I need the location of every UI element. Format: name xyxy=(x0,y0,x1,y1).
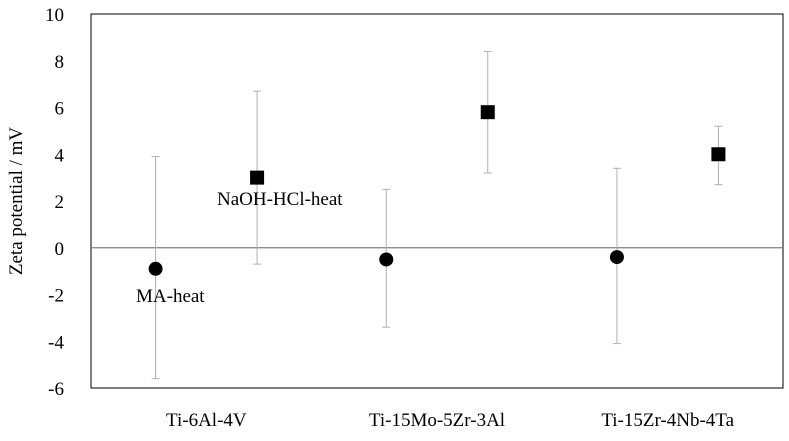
data-point-circle xyxy=(148,261,163,276)
y-tick-label: 4 xyxy=(55,145,65,166)
y-axis-label: Zeta potential / mV xyxy=(6,127,27,276)
y-tick-label: 8 xyxy=(55,52,65,73)
y-tick-label: -6 xyxy=(48,379,64,400)
data-point-circle xyxy=(609,250,624,265)
y-tick-label: 10 xyxy=(45,5,64,26)
annotation-ma-heat: MA-heat xyxy=(136,286,205,307)
plot-frame xyxy=(90,13,784,389)
error-bars xyxy=(151,50,723,380)
data-point-square xyxy=(711,147,726,162)
y-tick-label: -2 xyxy=(48,286,64,307)
y-tick-label: 0 xyxy=(55,239,65,260)
category-label: Ti-6Al-4V xyxy=(166,410,247,431)
y-tick-label: -4 xyxy=(48,332,64,353)
y-tick-label: 2 xyxy=(55,192,65,213)
y-axis-ticks: -6 -4 -2 0 2 4 6 8 10 xyxy=(45,5,65,400)
category-labels: Ti-6Al-4V Ti-15Mo-5Zr-3Al Ti-15Zr-4Nb-4Ta xyxy=(166,410,735,431)
data-point-square xyxy=(250,170,265,185)
y-tick-label: 6 xyxy=(55,99,65,120)
category-label: Ti-15Mo-5Zr-3Al xyxy=(369,410,505,431)
data-markers xyxy=(148,105,726,276)
data-point-circle xyxy=(379,252,394,267)
data-point-square xyxy=(480,105,495,120)
category-label: Ti-15Zr-4Nb-4Ta xyxy=(601,410,734,431)
annotation-naoh-hcl-heat: NaOH-HCl-heat xyxy=(217,189,343,210)
